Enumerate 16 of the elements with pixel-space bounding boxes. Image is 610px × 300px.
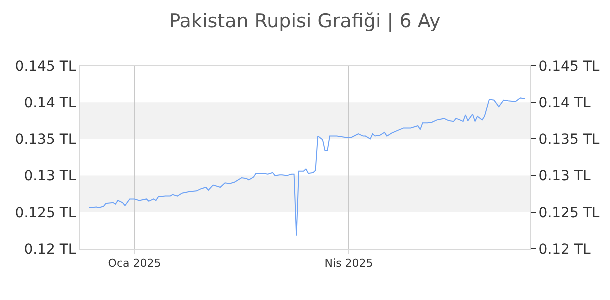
y2-tick-label: 0.125 TL: [15, 205, 76, 222]
x-tick-label: Nis 2025: [324, 257, 374, 270]
chart-title: Pakistan Rupisi Grafiği | 6 Ay: [169, 10, 441, 33]
y2-tick-label: 0.13 TL: [24, 168, 76, 185]
y-tick-label: 0.135 TL: [538, 132, 600, 148]
y-tick-label: 0.13 TL: [538, 168, 591, 185]
y-tick-label: 0.12 TL: [538, 242, 591, 258]
y2-tick-label: 0.12 TL: [24, 242, 76, 258]
y-tick-label: 0.145 TL: [538, 58, 600, 75]
y-tick-label: 0.14 TL: [538, 96, 591, 112]
y-tick-label: 0.125 TL: [538, 205, 600, 222]
x-tick-label: Oca 2025: [108, 257, 162, 270]
line-series: [89, 98, 526, 236]
y2-tick-label: 0.14 TL: [24, 96, 76, 112]
y2-tick-label: 0.145 TL: [15, 58, 76, 75]
y2-tick-label: 0.135 TL: [15, 132, 76, 148]
